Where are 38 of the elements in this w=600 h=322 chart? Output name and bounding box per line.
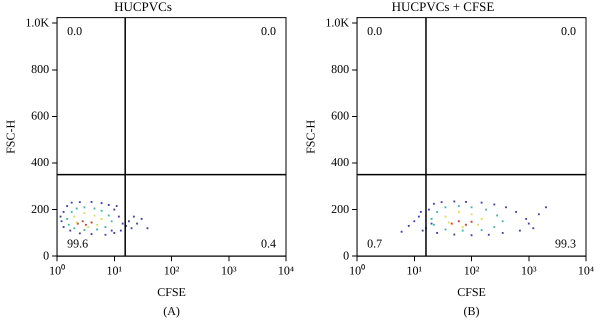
x-tick-label: 10⁴ [278, 264, 294, 278]
y-tick-label: 1.0K [25, 15, 50, 30]
y-tick-label: 400 [31, 155, 50, 170]
y-tick-label: 600 [331, 108, 350, 123]
x-tick-label: 10² [464, 264, 480, 278]
y-tick-label: 800 [31, 62, 50, 76]
x-tick-label: 10² [164, 264, 180, 278]
annotation: 0.0 [367, 24, 382, 38]
y-axis-title: FSC-H [3, 120, 18, 154]
x-tick-label: 10³ [520, 264, 537, 278]
y-axis-title: FSC-H [303, 120, 318, 154]
annotation: 0.0 [261, 24, 276, 38]
y-tick-label: 600 [31, 108, 50, 123]
x-tick-label: 10⁴ [578, 264, 594, 278]
x-axis-title: CFSE [157, 284, 186, 299]
annotation: 0.0 [561, 24, 576, 38]
text: (A) [163, 304, 180, 318]
x-tick-label: 10¹ [106, 264, 122, 278]
y-tick-label: 0 [43, 248, 50, 262]
y-tick-label: 400 [331, 155, 350, 170]
x-tick-label: 10¹ [406, 264, 422, 278]
annotation: 0.7 [367, 236, 382, 250]
annotation: 99.3 [555, 236, 576, 250]
y-tick-label: 800 [331, 62, 350, 76]
x-tick-label: 10⁰ [49, 264, 66, 278]
annotation: 99.6 [67, 236, 88, 250]
y-tick-label: 1.0K [325, 15, 350, 30]
annotation: 0.4 [261, 236, 276, 250]
chart-title: HUCPVCs [114, 0, 172, 14]
x-tick-label: 10³ [220, 264, 237, 278]
text: (B) [464, 304, 480, 318]
annotation: 0.0 [67, 24, 82, 38]
x-axis-title: CFSE [457, 284, 486, 299]
y-tick-label: 0 [343, 248, 350, 262]
chart-title: HUCPVCs + CFSE [392, 0, 494, 14]
y-tick-label: 200 [31, 202, 50, 216]
x-tick-label: 10⁰ [349, 264, 366, 278]
y-tick-label: 200 [331, 202, 350, 216]
